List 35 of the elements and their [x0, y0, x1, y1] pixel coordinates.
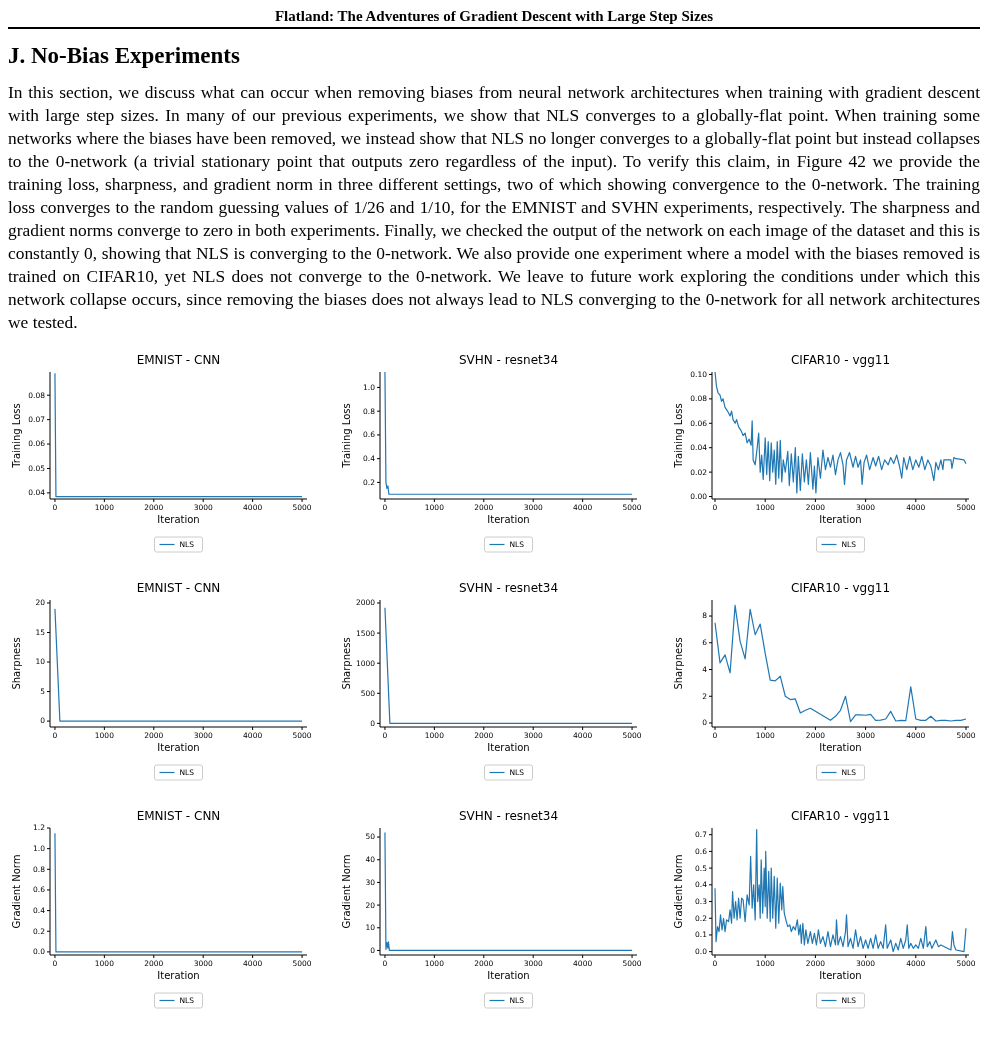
x-axis-title: Iteration — [487, 970, 530, 981]
x-axis-title: Iteration — [157, 970, 200, 981]
line-series — [384, 371, 633, 495]
y-axis-title: Training Loss — [341, 403, 352, 469]
line-series — [714, 829, 967, 953]
chart-title: CIFAR10 - vgg11 — [790, 809, 891, 823]
y-axis-title: Training Loss — [673, 403, 684, 469]
x-axis-title: Iteration — [819, 514, 862, 525]
chart-title: SVHN - resnet34 — [458, 353, 559, 367]
line-series — [714, 371, 967, 494]
y-axis-title: Sharpness — [341, 637, 352, 690]
chart-title: SVHN - resnet34 — [458, 581, 559, 595]
chart-title: CIFAR10 - vgg11 — [790, 581, 891, 595]
chart-title: EMNIST - CNN — [136, 809, 221, 823]
y-axis-title: Sharpness — [11, 637, 22, 690]
x-axis-title: Iteration — [819, 742, 862, 753]
x-axis-title: Iteration — [819, 970, 862, 981]
chart-title: EMNIST - CNN — [136, 353, 221, 367]
chart-title: SVHN - resnet34 — [458, 809, 559, 823]
line-series — [384, 831, 633, 952]
x-axis-title: Iteration — [157, 514, 200, 525]
y-axis-title: Gradient Norm — [673, 854, 684, 929]
y-axis-title: Sharpness — [673, 637, 684, 690]
text: J. No-Bias Experiments — [8, 43, 241, 69]
chart-title: CIFAR10 - vgg11 — [790, 353, 891, 367]
y-axis-title: Gradient Norm — [341, 854, 352, 929]
text: In this section, we discuss what can occur when removing biases from neural network architectures when training with gradient descent with large step sizes. In many of our previous experiments, we show that NLS converges to a globally-flat point. When training some networks where the biases have been removed, we instead show that NLS no longer converges to a globally-flat point but instead collapses to the 0-network (a trivial stationary point that outputs zero regardless of the input). To verify this claim, in Figure 42 we provide the training loss, sharpness, and gradient norm in three different settings, two of which showing convergence to the 0-network. The training loss converges to the random guessing values of 1/26 and 1/10, for the EMNIST and SVHN experiments, respectively. The sharpness and gradient norms converge to zero in both experiments. Finally, we checked the output of the network on each image of the dataset and this is constantly 0, showing that NLS is converging to the 0-network. We also provide one experiment where a model with the biases removed is trained on CIFAR10, yet NLS does not converge to the 0-network. We leave to future work exploring the conditions under which this network collapse occurs, since removing the biases does not always lead to NLS converging to the 0-network for all network architectures we tested. — [8, 82, 980, 332]
line-series — [714, 604, 967, 723]
x-axis-title: Iteration — [157, 742, 200, 753]
text: Flatland: The Adventures of Gradient Descent with Large Step Sizes — [8, 8, 980, 29]
y-axis-title: Training Loss — [11, 403, 22, 469]
x-axis-title: Iteration — [487, 514, 530, 525]
y-axis-title: Gradient Norm — [11, 854, 22, 929]
x-axis-title: Iteration — [487, 742, 530, 753]
chart-title: EMNIST - CNN — [136, 581, 221, 595]
